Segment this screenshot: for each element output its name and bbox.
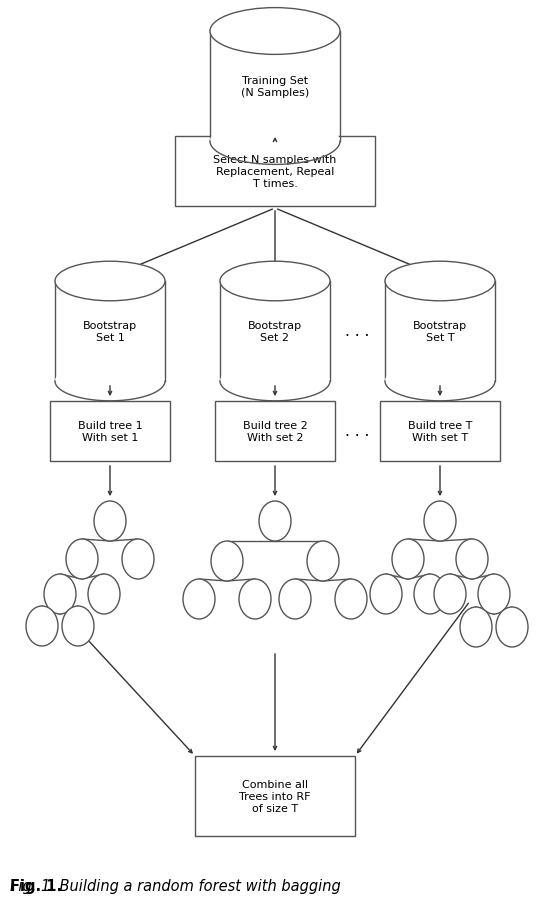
Text: Bootstrap
Set T: Bootstrap Set T bbox=[413, 321, 467, 343]
Text: Build tree 2
With set 2: Build tree 2 With set 2 bbox=[243, 421, 307, 443]
Ellipse shape bbox=[385, 362, 495, 402]
Bar bbox=[385, 281, 495, 382]
Bar bbox=[50, 402, 170, 462]
Ellipse shape bbox=[44, 574, 76, 614]
Ellipse shape bbox=[94, 501, 126, 541]
Ellipse shape bbox=[239, 579, 271, 619]
Ellipse shape bbox=[414, 574, 446, 614]
Text: Training Set
(N Samples): Training Set (N Samples) bbox=[241, 77, 309, 97]
Bar bbox=[380, 402, 500, 462]
Ellipse shape bbox=[66, 539, 98, 579]
Bar bbox=[210, 32, 340, 142]
Ellipse shape bbox=[55, 362, 165, 402]
Ellipse shape bbox=[210, 118, 340, 165]
Text: Select N samples with
Replacement, Repeal
T times.: Select N samples with Replacement, Repea… bbox=[213, 155, 337, 189]
Ellipse shape bbox=[55, 262, 165, 302]
Ellipse shape bbox=[122, 539, 154, 579]
Bar bbox=[220, 281, 330, 382]
Text: . . .: . . . bbox=[345, 324, 370, 339]
Ellipse shape bbox=[220, 262, 330, 302]
Text: Combine all
Trees into RF
of size T: Combine all Trees into RF of size T bbox=[239, 780, 311, 813]
Text: Build tree T
With set T: Build tree T With set T bbox=[408, 421, 472, 443]
Ellipse shape bbox=[220, 362, 330, 402]
Ellipse shape bbox=[434, 574, 466, 614]
Ellipse shape bbox=[385, 262, 495, 302]
Ellipse shape bbox=[335, 579, 367, 619]
Ellipse shape bbox=[424, 501, 456, 541]
Text: Bootstrap
Set 1: Bootstrap Set 1 bbox=[83, 321, 137, 343]
Bar bbox=[195, 756, 355, 836]
Bar bbox=[215, 402, 335, 462]
Bar bbox=[175, 137, 375, 207]
Ellipse shape bbox=[392, 539, 424, 579]
Ellipse shape bbox=[460, 608, 492, 648]
Ellipse shape bbox=[279, 579, 311, 619]
Ellipse shape bbox=[183, 579, 215, 619]
Ellipse shape bbox=[496, 608, 528, 648]
Ellipse shape bbox=[26, 607, 58, 646]
Ellipse shape bbox=[211, 541, 243, 581]
Text: Fig. 1.: Fig. 1. bbox=[10, 878, 62, 893]
Ellipse shape bbox=[62, 607, 94, 646]
Text: Build tree 1
With set 1: Build tree 1 With set 1 bbox=[78, 421, 142, 443]
Ellipse shape bbox=[88, 574, 120, 614]
Ellipse shape bbox=[370, 574, 402, 614]
Ellipse shape bbox=[478, 574, 510, 614]
Ellipse shape bbox=[456, 539, 488, 579]
Text: Fig. 1. Building a random forest with bagging: Fig. 1. Building a random forest with ba… bbox=[10, 878, 341, 893]
Ellipse shape bbox=[259, 501, 291, 541]
Text: Bootstrap
Set 2: Bootstrap Set 2 bbox=[248, 321, 302, 343]
Bar bbox=[55, 281, 165, 382]
Text: . . .: . . . bbox=[345, 424, 370, 439]
Ellipse shape bbox=[210, 8, 340, 56]
Ellipse shape bbox=[307, 541, 339, 581]
